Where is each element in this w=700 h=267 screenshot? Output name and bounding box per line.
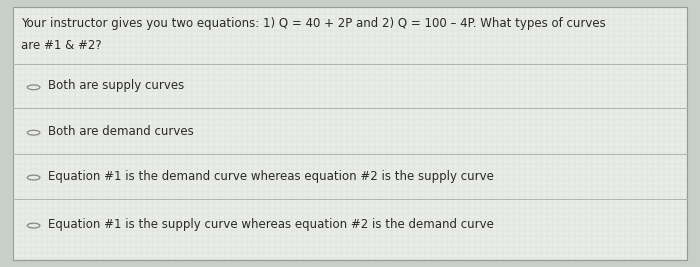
Text: Your instructor gives you two equations: 1) Q = 40 + 2P and 2) Q = 100 – 4P. Wha: Your instructor gives you two equations:…: [21, 17, 606, 30]
Text: are #1 & #2?: are #1 & #2?: [21, 39, 102, 52]
Text: Equation #1 is the demand curve whereas equation #2 is the supply curve: Equation #1 is the demand curve whereas …: [48, 170, 494, 183]
Text: Both are supply curves: Both are supply curves: [48, 80, 184, 92]
Text: Both are demand curves: Both are demand curves: [48, 125, 193, 138]
FancyBboxPatch shape: [13, 7, 687, 260]
Text: Equation #1 is the supply curve whereas equation #2 is the demand curve: Equation #1 is the supply curve whereas …: [48, 218, 494, 231]
